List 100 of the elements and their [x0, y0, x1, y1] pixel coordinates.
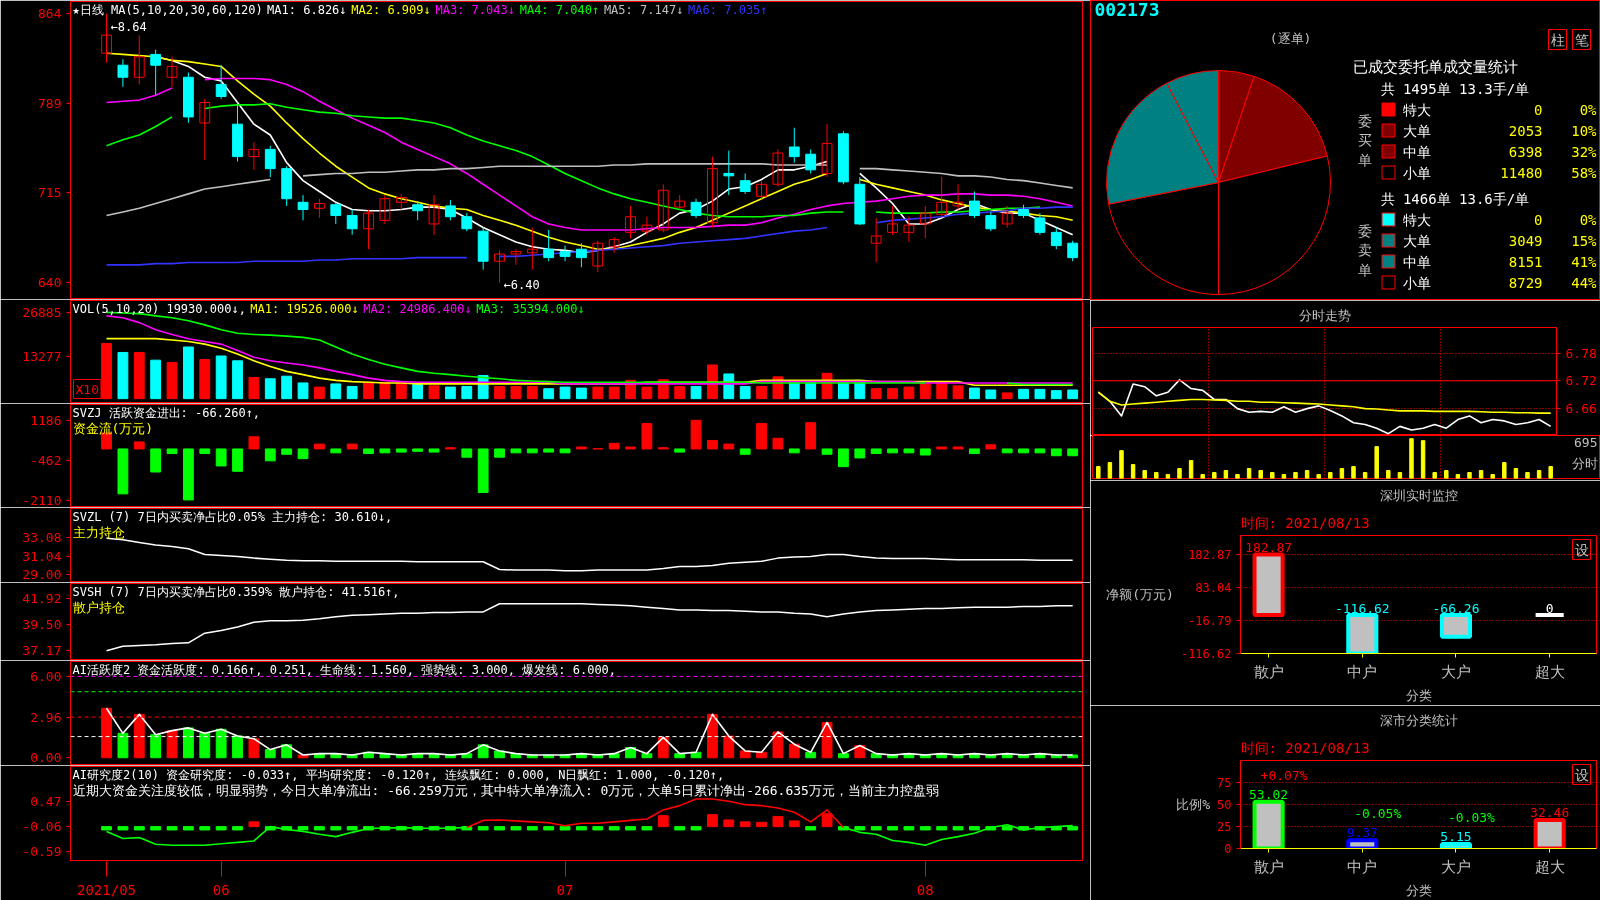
legend-label: 大单: [1402, 122, 1431, 139]
data-label: 32.46: [1530, 804, 1570, 820]
text: 41%: [1571, 253, 1598, 270]
y-tick-label: 25: [1217, 820, 1232, 834]
text: 时间: 2021/08/13: [1240, 739, 1370, 756]
chart-title: 深圳实时监控: [1379, 487, 1458, 503]
y-tick-label: 39.50: [22, 617, 62, 633]
legend-label: 小单: [1402, 274, 1431, 291]
text: 58%: [1571, 164, 1598, 181]
legend-label: 小单: [1402, 164, 1431, 181]
data-label: 53.02: [1249, 786, 1289, 802]
annotation: -0.03%: [1447, 809, 1496, 825]
x-tick-label: 07: [556, 881, 574, 898]
chart-title: 深市分类统计: [1379, 712, 1458, 728]
annotation: X10: [75, 381, 99, 397]
x-tick-label: 2021/05: [77, 881, 137, 898]
y-tick-label: 2.96: [30, 710, 62, 726]
y-tick-label: 75: [1217, 776, 1232, 790]
legend-label: 特大: [1402, 101, 1431, 118]
y-tick-label: -462: [30, 452, 62, 468]
text: MA3: 7.043↓: [435, 2, 515, 17]
text: 主力持仓: [72, 524, 125, 540]
y-tick-label: 0.47: [30, 793, 62, 809]
y-tick-label: 715: [38, 185, 62, 201]
x-tick-label: 超大: [1534, 662, 1565, 681]
legend-label: 中单: [1402, 253, 1431, 270]
text: 共 1495单 13.3手/单: [1380, 80, 1530, 97]
data-label: 11480: [1500, 164, 1543, 181]
y-tick-label: 83.04: [1195, 580, 1232, 595]
legend-label: 特大: [1402, 211, 1431, 228]
chart-title: 分时走势: [1298, 307, 1351, 323]
y-tick-label: 1186: [30, 412, 62, 428]
x-axis-title: 分类: [1405, 882, 1432, 898]
annotation: 设: [1574, 541, 1589, 558]
text: 695: [1574, 434, 1598, 450]
annotation: 设: [1574, 766, 1589, 783]
x-tick-label: 中户: [1347, 662, 1378, 681]
annotation: ←8.64: [110, 19, 147, 34]
y-tick-label: -2110: [22, 492, 62, 508]
y-tick-label: 0: [1224, 842, 1232, 856]
text: MA3: 35394.000↓: [476, 301, 585, 316]
x-tick-label: 08: [916, 881, 934, 898]
text: 0%: [1579, 101, 1598, 118]
y-tick-label: 50: [1217, 798, 1232, 812]
text: 委买单: [1357, 113, 1372, 168]
text: 散户持仓: [72, 599, 125, 615]
text: 0%: [1579, 211, 1598, 228]
text: 时间: 2021/08/13: [1240, 514, 1370, 531]
legend-label: 中单: [1402, 143, 1431, 160]
x-tick-label: 大户: [1440, 857, 1471, 876]
text: 32%: [1571, 143, 1598, 160]
text: MA1: 6.826↓: [267, 2, 347, 17]
x-axis-title: 分类: [1405, 687, 1432, 703]
x-tick-label: 散户: [1253, 662, 1284, 681]
y-tick-label: -116.62: [1180, 647, 1232, 661]
y-tick-label: 41.92: [22, 590, 62, 606]
text: MA4: 7.040↑: [519, 2, 600, 17]
annotation: +0.07%: [1260, 767, 1308, 783]
y-tick-label: 6.00: [30, 668, 62, 684]
data-label: 5.15: [1440, 828, 1472, 844]
y-tick-label: 864: [38, 6, 62, 22]
text: 0: [1534, 101, 1543, 118]
data-label: -66.26: [1432, 600, 1480, 616]
text: MA1: 19526.000↓: [250, 301, 359, 316]
y-tick-label: 13277: [22, 348, 62, 364]
y-tick-label: 26885: [22, 304, 62, 320]
text: 柱: [1550, 31, 1565, 48]
chart-title: AI活跃度2 资金活跃度: 0.166↑, 0.251, 生命线: 1.560, 强势线: 3.000, 爆发线: 6.000,: [72, 662, 617, 677]
y-tick-label: 0.00: [30, 750, 62, 766]
y-tick-label: 640: [38, 275, 62, 291]
text: 002173: [1094, 0, 1160, 20]
data-label: 0: [1545, 600, 1554, 616]
data-label: -116.62: [1334, 600, 1390, 616]
y-tick-label: -16.79: [1188, 613, 1232, 628]
annotation: 近期大资金关注度较低，明显弱势，今日大单净流出: -66.259万元，其中特大单净流入: 0万元，大单5日累计净出-266.635万元，当前主力控盘弱: [72, 782, 939, 798]
text: MA6: 7.035↑: [688, 2, 768, 17]
annotation: -0.05%: [1354, 806, 1402, 822]
y-tick-label: 33.08: [22, 529, 62, 545]
chart-title: SVSH (7) 7日内买卖净占比0.359% 散户持仓: 41.516↑,: [72, 584, 400, 599]
text: 15%: [1571, 232, 1598, 249]
y-tick-label: 6.72: [1565, 373, 1597, 389]
y-tick-label: -0.06: [22, 819, 62, 835]
chart-title: VOL(5,10,20) 19930.000↓,: [72, 301, 246, 316]
y-axis-title: 净额(万元): [1106, 587, 1174, 602]
x-tick-label: 超大: [1534, 857, 1565, 876]
text: 委卖单: [1357, 223, 1372, 278]
annotation: ←6.40: [503, 277, 540, 292]
chart-title: ★日线 MA(5,10,20,30,60,120): [72, 2, 263, 17]
text: 0: [1534, 211, 1543, 228]
legend-label: 大单: [1402, 232, 1431, 249]
y-tick-label: -0.59: [22, 844, 62, 860]
data-label: 8151: [1508, 253, 1543, 270]
text: 10%: [1571, 122, 1598, 139]
text: MA5: 7.147↓: [603, 2, 684, 17]
text: 资金流(万元): [72, 420, 154, 436]
y-tick-label: 31.04: [22, 548, 62, 564]
text: MA2: 24986.400↓: [363, 301, 472, 316]
text: 已成交委托单成交量统计: [1352, 57, 1518, 76]
chart-title: SVZJ 活跃资金进出: -66.260↑,: [72, 405, 261, 420]
text: 44%: [1571, 274, 1598, 291]
